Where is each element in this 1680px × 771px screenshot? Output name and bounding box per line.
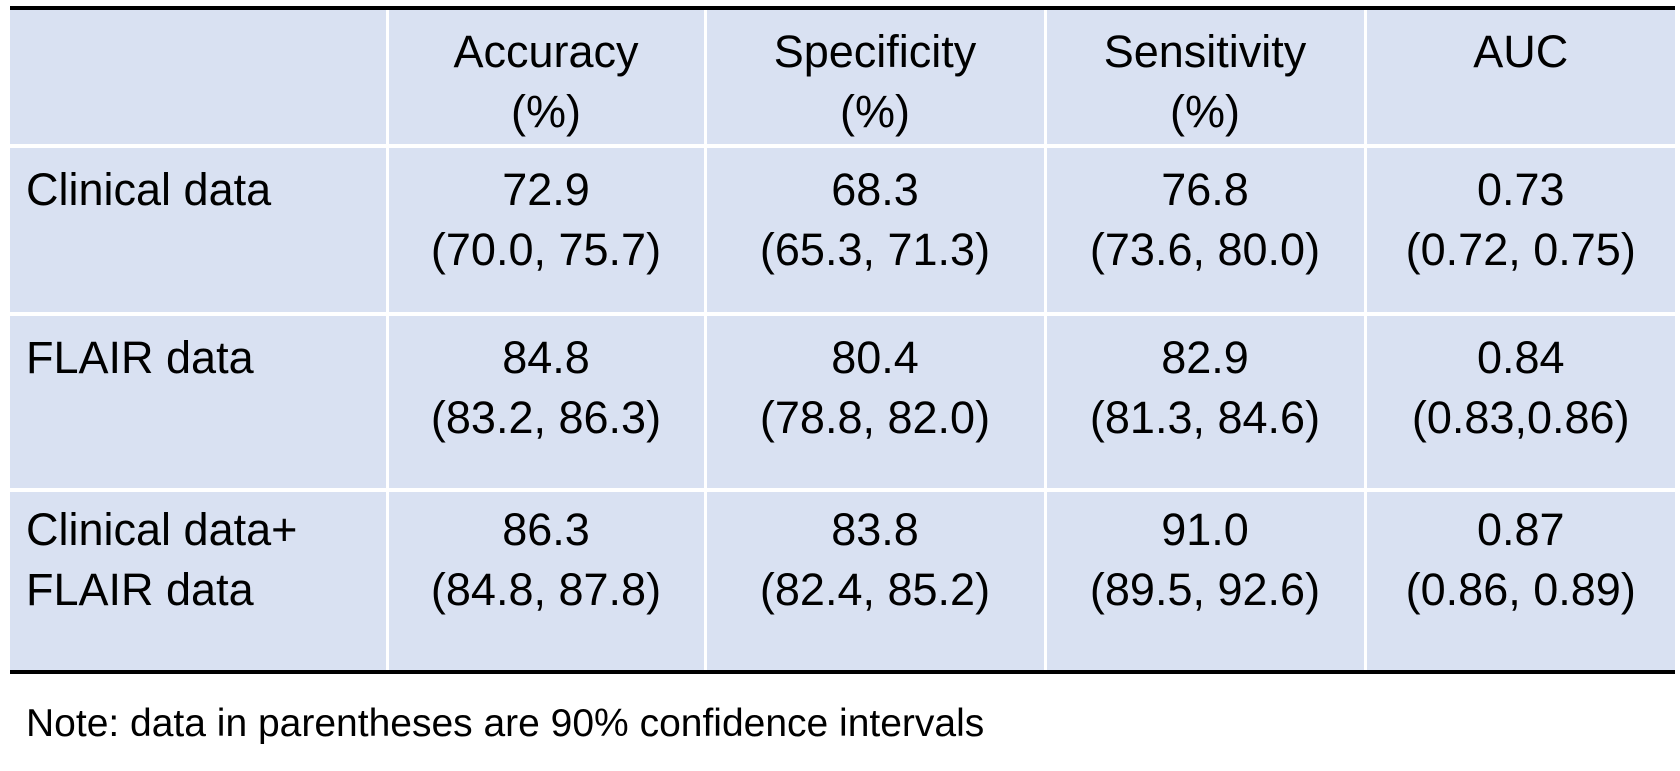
cell-ci: (83.2, 86.3) xyxy=(430,392,662,443)
cell-ci: (73.6, 80.0) xyxy=(1089,224,1321,275)
cell-value: 84.8 xyxy=(502,332,590,383)
results-table: Accuracy (%) Specificity (%) Sensitivity… xyxy=(10,10,1675,670)
sensitivity-cell: 91.0 (89.5, 92.6) xyxy=(1043,490,1365,670)
accuracy-cell: 84.8 (83.2, 86.3) xyxy=(385,314,705,492)
cell-ci: (70.0, 75.7) xyxy=(430,224,662,275)
header-cell-auc: AUC xyxy=(1363,10,1675,148)
header-cell-empty xyxy=(10,10,387,148)
specificity-cell: 80.4 (78.8, 82.0) xyxy=(703,314,1045,492)
results-table-container: Accuracy (%) Specificity (%) Sensitivity… xyxy=(10,6,1675,674)
header-cell-specificity: Specificity (%) xyxy=(703,10,1045,148)
cell-value: 86.3 xyxy=(502,504,590,555)
table-bottom-rule xyxy=(10,670,1675,674)
header-text: Accuracy xyxy=(453,26,639,77)
header-text: AUC xyxy=(1473,26,1569,77)
cell-value: 72.9 xyxy=(502,164,590,215)
table-row-clinical: Clinical data 72.9 (70.0, 75.7) 68.3 (65… xyxy=(10,146,1675,316)
cell-ci: (78.8, 82.0) xyxy=(759,392,991,443)
header-cell-accuracy: Accuracy (%) xyxy=(385,10,705,148)
row-label-cell: Clinical data+ FLAIR data xyxy=(10,490,387,670)
specificity-cell: 68.3 (65.3, 71.3) xyxy=(703,146,1045,316)
row-label-continued: FLAIR data xyxy=(26,564,254,615)
cell-value: 83.8 xyxy=(831,504,919,555)
header-unit: (%) xyxy=(511,86,581,137)
cell-ci: (82.4, 85.2) xyxy=(759,564,991,615)
cell-value: 82.9 xyxy=(1161,332,1249,383)
auc-cell: 0.84 (0.83,0.86) xyxy=(1363,314,1675,492)
accuracy-cell: 72.9 (70.0, 75.7) xyxy=(385,146,705,316)
cell-value: 76.8 xyxy=(1161,164,1249,215)
accuracy-cell: 86.3 (84.8, 87.8) xyxy=(385,490,705,670)
table-header-row: Accuracy (%) Specificity (%) Sensitivity… xyxy=(10,10,1675,148)
cell-ci: (89.5, 92.6) xyxy=(1089,564,1321,615)
auc-cell: 0.87 (0.86, 0.89) xyxy=(1363,490,1675,670)
table-footnote: Note: data in parentheses are 90% confid… xyxy=(26,702,985,745)
specificity-cell: 83.8 (82.4, 85.2) xyxy=(703,490,1045,670)
row-label: Clinical data xyxy=(26,164,272,215)
sensitivity-cell: 82.9 (81.3, 84.6) xyxy=(1043,314,1365,492)
cell-ci: (65.3, 71.3) xyxy=(759,224,991,275)
header-cell-sensitivity: Sensitivity (%) xyxy=(1043,10,1365,148)
cell-value: 91.0 xyxy=(1161,504,1249,555)
row-label: Clinical data+ xyxy=(26,504,298,555)
row-label-cell: FLAIR data xyxy=(10,314,387,492)
header-unit: (%) xyxy=(1170,86,1240,137)
header-text: Sensitivity xyxy=(1103,26,1307,77)
table-top-rule xyxy=(10,6,1675,10)
auc-cell: 0.73 (0.72, 0.75) xyxy=(1363,146,1675,316)
cell-ci: (0.72, 0.75) xyxy=(1405,224,1636,275)
cell-ci: (0.86, 0.89) xyxy=(1405,564,1636,615)
row-label: FLAIR data xyxy=(26,332,254,383)
table-row-combined: Clinical data+ FLAIR data 86.3 (84.8, 87… xyxy=(10,490,1675,670)
header-text: Specificity xyxy=(773,26,977,77)
cell-ci: (84.8, 87.8) xyxy=(430,564,662,615)
cell-value: 0.84 xyxy=(1476,332,1565,383)
table-row-flair: FLAIR data 84.8 (83.2, 86.3) 80.4 (78.8,… xyxy=(10,314,1675,492)
cell-ci: (81.3, 84.6) xyxy=(1089,392,1321,443)
cell-value: 80.4 xyxy=(831,332,919,383)
cell-value: 0.87 xyxy=(1476,504,1565,555)
row-label-cell: Clinical data xyxy=(10,146,387,316)
sensitivity-cell: 76.8 (73.6, 80.0) xyxy=(1043,146,1365,316)
cell-value: 68.3 xyxy=(831,164,919,215)
cell-ci: (0.83,0.86) xyxy=(1411,392,1630,443)
cell-value: 0.73 xyxy=(1476,164,1565,215)
header-unit: (%) xyxy=(840,86,910,137)
